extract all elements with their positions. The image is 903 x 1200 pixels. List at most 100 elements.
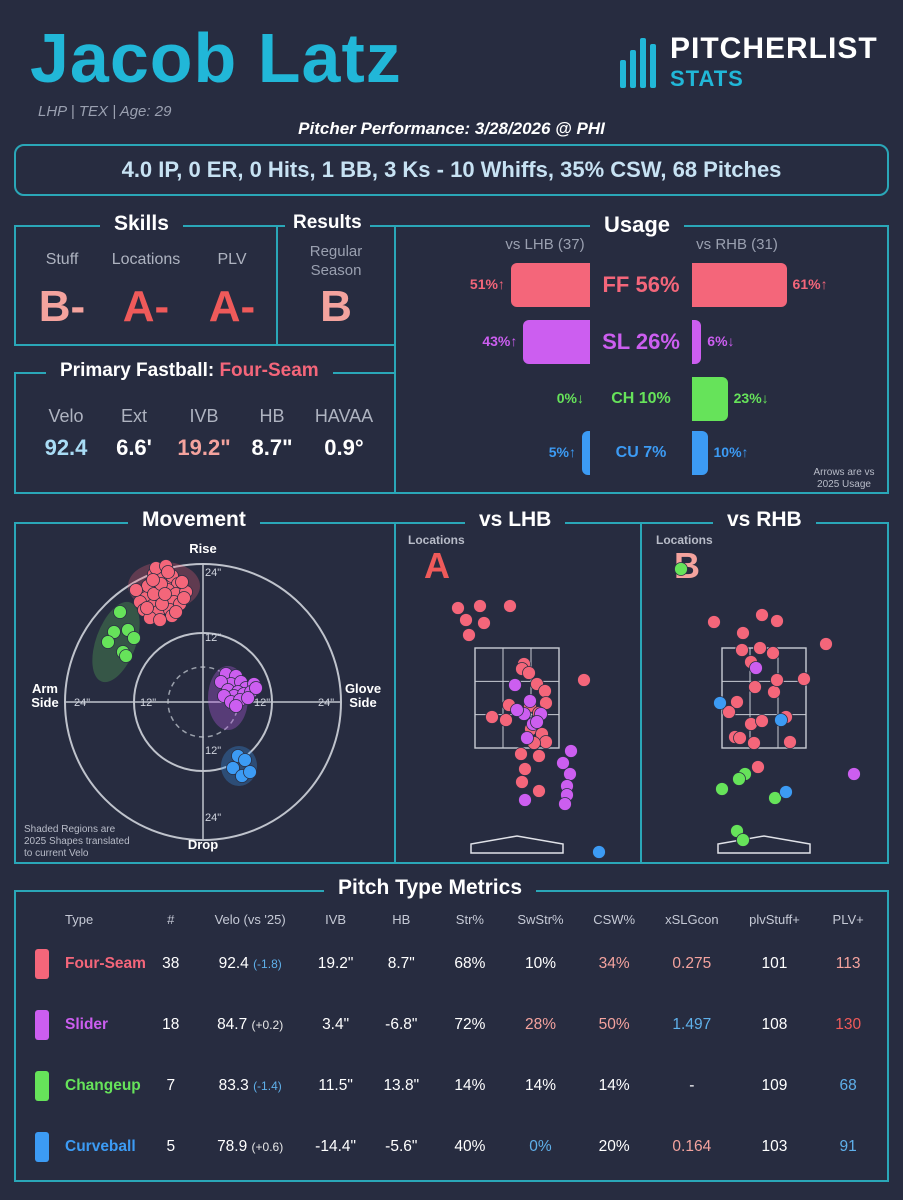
usage-pct-rhb: 23%↓ (733, 390, 769, 406)
velo-diff: (+0.6) (251, 1139, 284, 1154)
ivb-cell: 19.2" (317, 954, 354, 972)
usage-note: Arrows are vs 2025 Usage (813, 467, 875, 490)
usage-pitch-label: CH 10% (611, 390, 671, 407)
velo-cell: 83.3 (-1.4) (196, 1055, 305, 1116)
slider-location-point (530, 715, 544, 729)
logo-sub-text: STATS (670, 66, 744, 91)
plv-cell: 68 (839, 1076, 857, 1094)
usage-bar-rhb (692, 431, 708, 475)
results-grade: B (320, 282, 352, 331)
pitcherlist-logo: PITCHERLIST STATS (618, 32, 888, 92)
str-cell: 68% (454, 954, 486, 972)
ivb-cell: 11.5" (318, 1076, 353, 1094)
xslgcon-cell: 1.497 (672, 1015, 712, 1033)
pitch-type-name: Curveball (65, 1137, 136, 1155)
slider-movement-point (241, 691, 255, 705)
movement-ring-label-left-12: 12" (140, 697, 157, 709)
four-seam-location-point (797, 672, 811, 686)
usage-pitch-label: SL 26% (602, 329, 680, 354)
four-seam-location-point (748, 680, 762, 694)
movement-arm-side-label: Arm Side (31, 681, 59, 710)
pitch-type-name: Slider (65, 1015, 109, 1033)
changeup-movement-point (127, 631, 141, 645)
four-seam-location-point (770, 614, 784, 628)
slider-location-point (556, 756, 570, 770)
velo-cell: 84.7 (+0.2) (196, 994, 305, 1055)
csw-cell: 14% (598, 1076, 630, 1094)
fastball-stat-ext: Ext 6.6' (102, 406, 166, 461)
pitcher-info: LHP | TEX | Age: 29 (38, 103, 172, 120)
four-seam-location-point (733, 731, 747, 745)
fastball-stat-label: Velo (48, 406, 84, 426)
pitch-color-swatch (35, 1070, 49, 1101)
four-seam-movement-point (146, 573, 160, 587)
home-plate (717, 835, 811, 854)
pitch-color-swatch (35, 1131, 49, 1162)
usage-bar-rhb (692, 377, 728, 421)
plv-cell: 113 (835, 954, 861, 972)
str-cell: 40% (454, 1137, 486, 1155)
movement-ring-label-bottom-12: 12" (205, 745, 222, 757)
usage-lhb-header: vs LHB (37) (505, 236, 585, 253)
four-seam-movement-point (129, 583, 143, 597)
movement-ring-label-bottom-24: 24" (205, 812, 222, 824)
usage-pct-lhb: 43%↑ (482, 333, 518, 349)
fastball-stat-ivb: IVB 19.2" (168, 406, 240, 461)
usage-pct-rhb: 61%↑ (792, 276, 828, 292)
four-seam-movement-point (169, 605, 183, 619)
velo-cell: 92.4 (-1.8) (196, 933, 305, 994)
swstr-cell: 28% (524, 1015, 557, 1033)
strike-zone (474, 647, 560, 749)
movement-ring-label-top-12: 12" (205, 632, 222, 644)
metrics-header-row: Type # Velo (vs '25) IVB HB Str% SwStr% … (30, 905, 880, 933)
ivb-cell: 3.4" (322, 1015, 350, 1033)
swstr-cell: 0% (529, 1137, 552, 1155)
header-cell: HB (392, 911, 411, 927)
slider-location-point (510, 703, 524, 717)
xslgcon-cell: - (689, 1076, 695, 1094)
movement-grid (64, 563, 342, 841)
changeup-movement-point (101, 635, 115, 649)
skill-label-plv: PLV (217, 251, 247, 268)
plvstuff-cell: 101 (761, 954, 788, 972)
slider-location-point (523, 694, 537, 708)
skill-grade-stuff: B- (38, 282, 86, 331)
skill-grade-plv: A- (208, 282, 256, 331)
count-cell: 18 (162, 1015, 180, 1033)
four-seam-movement-point (140, 601, 154, 615)
four-seam-location-point (735, 643, 749, 657)
four-seam-location-point (730, 695, 744, 709)
four-seam-location-point (770, 673, 784, 687)
changeup-location-point (736, 833, 750, 847)
pitch-type-name: Changeup (65, 1076, 141, 1094)
locations-rhb-plot (674, 562, 861, 854)
slider-location-point (520, 731, 534, 745)
header-cell: PLV+ (832, 911, 864, 927)
fastball-stat-value: 92.4 (44, 435, 88, 460)
header-cell: Type (65, 911, 94, 927)
usage-bar-rhb (692, 263, 787, 307)
movement-ring-label-right-24: 24" (318, 697, 335, 709)
curveball-location-point (774, 713, 788, 727)
usage-pct-rhb: 10%↑ (713, 444, 749, 460)
fastball-stat-value: 19.2" (177, 435, 231, 460)
four-seam-location-point (766, 646, 780, 660)
plvstuff-cell: 108 (761, 1015, 788, 1033)
swstr-cell: 14% (524, 1076, 557, 1094)
locations-lhb-grade: A (424, 545, 450, 586)
velo-cell: 78.9 (+0.6) (196, 1116, 305, 1177)
swstr-cell: 10% (524, 954, 557, 972)
metrics-table: Type # Velo (vs '25) IVB HB Str% SwStr% … (30, 905, 880, 1177)
type-cell: Four-Seam (30, 933, 146, 994)
pitch-type-name: Four-Seam (65, 954, 146, 972)
changeup-location-point (732, 772, 746, 786)
four-seam-location-point (722, 705, 736, 719)
movement-ring-label-top-24: 24" (205, 567, 222, 579)
velo-diff: (+0.2) (251, 1017, 284, 1032)
four-seam-location-point (539, 735, 553, 749)
velo-value: 83.3 (218, 1076, 254, 1094)
four-seam-movement-point (177, 591, 191, 605)
locations-lhb-plot (451, 599, 606, 859)
count-cell: 38 (162, 954, 180, 972)
changeup-movement-point (107, 625, 121, 639)
